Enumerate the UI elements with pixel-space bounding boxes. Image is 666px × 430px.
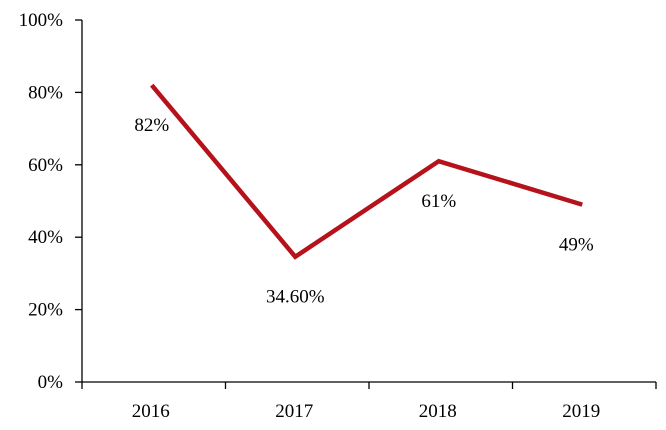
x-tick-label: 2016 bbox=[132, 401, 170, 422]
y-tick-label: 60% bbox=[28, 155, 63, 176]
x-tick-label: 2017 bbox=[275, 401, 313, 422]
series-layer bbox=[150, 83, 583, 260]
data-label: 82% bbox=[134, 115, 169, 136]
data-label: 34.60% bbox=[266, 287, 325, 308]
data-label: 49% bbox=[559, 235, 594, 256]
y-tick-label: 0% bbox=[38, 372, 64, 393]
y-tick-label: 40% bbox=[28, 227, 63, 248]
y-tick-label: 100% bbox=[19, 10, 64, 31]
y-axis: 0% 20% 40% 60% 80% 100% bbox=[19, 10, 83, 393]
data-label: 61% bbox=[421, 191, 456, 212]
x-tick-label: 2018 bbox=[419, 401, 457, 422]
x-axis: 2016 2017 2018 2019 bbox=[81, 381, 657, 422]
series-line bbox=[150, 83, 583, 260]
x-tick-label: 2019 bbox=[562, 401, 600, 422]
y-tick-label: 20% bbox=[28, 300, 63, 321]
y-tick-label: 80% bbox=[28, 82, 63, 103]
data-labels: 82% 34.60% 61% 49% bbox=[134, 115, 594, 308]
